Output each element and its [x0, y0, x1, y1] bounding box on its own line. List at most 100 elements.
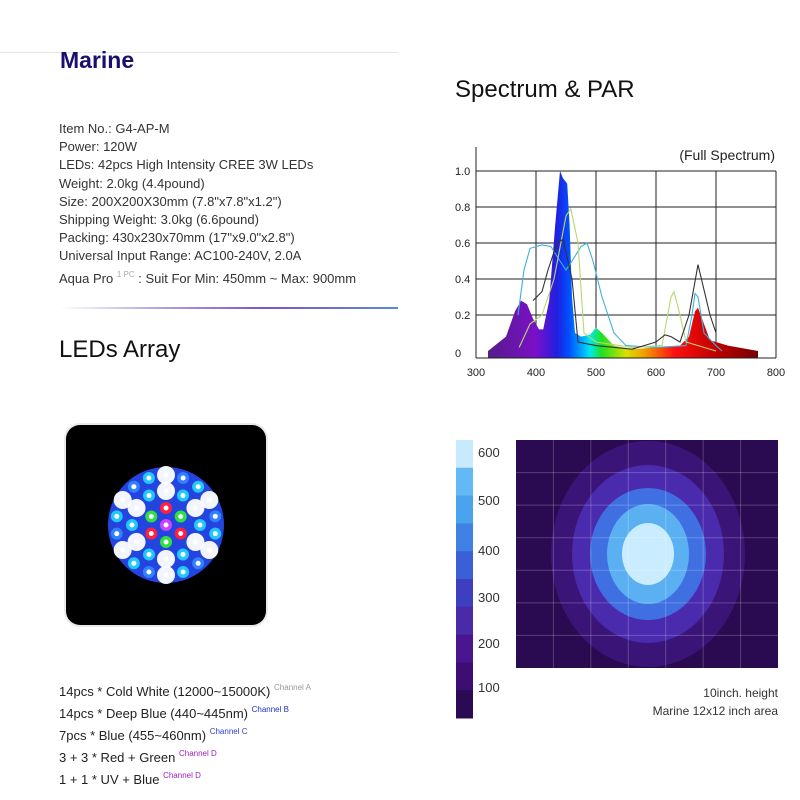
product-title: Marine [60, 47, 135, 73]
led-item-text: 14pcs * Deep Blue (440~445nm) [59, 706, 248, 721]
led-item-text: 14pcs * Cold White (12000~15000K) [59, 684, 271, 699]
series-line-light-blue [517, 242, 723, 352]
led-dot-core [163, 556, 169, 562]
led-dot-core [120, 497, 126, 503]
led-dot-core [146, 475, 152, 481]
spec-item: Size: 200X200X30mm (7.8"x7.8"x1.2") [59, 193, 282, 209]
y-tick-label: 0.2 [455, 310, 470, 322]
colorbar-band [456, 495, 473, 524]
led-dot-core [192, 505, 198, 511]
colorbar-band [456, 551, 473, 580]
colorbar-band [456, 579, 473, 608]
led-dot-core [192, 539, 198, 545]
led-dot-core [114, 531, 120, 537]
aqua-pro-label: Aqua Pro [59, 270, 114, 286]
colorbar-band [456, 467, 473, 497]
led-item: 7pcs * Blue (455~460nm) Channel C [59, 723, 311, 745]
led-dot-core [120, 547, 126, 553]
led-dot-core [134, 505, 140, 511]
spec-item-aqua-pro: Aqua Pro 1 PC : Suit For Min: 450mm ~ Ma… [59, 266, 356, 288]
leds-array-heading: LEDs Array [59, 336, 181, 363]
led-dot-core [178, 514, 184, 519]
x-tick-label: 700 [707, 367, 725, 379]
series-line-black [532, 238, 717, 350]
channel-label: Channel D [163, 771, 201, 780]
led-dot-core [146, 569, 152, 575]
led-dot-core [134, 539, 140, 545]
colorbar-tick: 100 [478, 680, 500, 695]
led-item: 14pcs * Cold White (12000~15000K) Channe… [59, 679, 311, 701]
y-tick-label: 1.0 [455, 166, 470, 178]
channel-label: Channel C [209, 727, 248, 736]
led-dot-core [197, 522, 203, 528]
spec-item: Packing: 430x230x70mm (17"x9.0"x2.8") [59, 230, 295, 246]
led-dot-core [180, 493, 186, 499]
colorbar-tick: 400 [478, 543, 500, 558]
par-contour [622, 523, 674, 585]
led-dot-core [148, 514, 154, 519]
spec-item: Weight: 2.0kg (4.4pound) [59, 175, 205, 191]
led-dot-core [206, 497, 212, 503]
x-tick-label: 800 [767, 367, 785, 379]
colorbar-band [456, 690, 473, 719]
par-caption-area: Marine 12x12 inch area [652, 704, 778, 718]
led-dot-core [180, 551, 186, 557]
led-dot-core [163, 522, 169, 528]
top-divider [0, 52, 398, 53]
led-dot-core [206, 547, 212, 553]
spec-item: LEDs: 42pcs High Intensity CREE 3W LEDs [59, 157, 314, 173]
spec-item: Shipping Weight: 3.0kg (6.6pound) [59, 212, 259, 228]
x-tick-label: 300 [467, 367, 485, 379]
y-tick-label: 0 [455, 348, 461, 360]
spec-item: Universal Input Range: AC100-240V, 2.0A [59, 248, 302, 264]
led-dot-core [212, 531, 218, 537]
y-tick-label: 0.6 [455, 238, 470, 250]
led-item-text: 7pcs * Blue (455~460nm) [59, 728, 207, 743]
led-dot-core [148, 531, 154, 536]
led-dot-core [146, 551, 152, 557]
led-dot-core [129, 522, 135, 528]
led-dot-core [180, 569, 186, 575]
led-dot-core [195, 484, 201, 490]
led-dot-core [163, 572, 169, 578]
led-item-text: 3 + 3 * Red + Green [59, 750, 176, 765]
spec-item: Item No.: G4-AP-M [59, 121, 170, 136]
aqua-pro-text: : Suit For Min: 450mm ~ Max: 900mm [138, 270, 357, 286]
colorbar-band [456, 606, 473, 636]
section-divider [60, 307, 398, 309]
led-dot-core [163, 488, 169, 494]
spec-item: Power: 120W [59, 139, 138, 155]
led-dot-core [131, 560, 137, 566]
par-caption-height: 10inch. height [703, 686, 778, 700]
series-line-yellow-green [518, 207, 717, 352]
led-item: 3 + 3 * Red + Green Channel D [59, 745, 311, 767]
led-dot-core [212, 513, 218, 519]
led-array-image [66, 425, 266, 625]
colorbar-band [456, 523, 473, 552]
led-dot-core [180, 475, 186, 481]
colorbar-band [456, 634, 473, 663]
y-tick-label: 0.8 [455, 202, 470, 214]
chart-title: (Full Spectrum) [679, 147, 775, 163]
led-array-graphic [108, 466, 224, 584]
spectrum-area [488, 171, 758, 358]
x-tick-label: 600 [647, 367, 665, 379]
colorbar-band [456, 440, 473, 469]
x-tick-label: 400 [527, 367, 545, 379]
channel-label: Channel A [274, 683, 311, 692]
colorbar-band [456, 662, 473, 691]
channel-label: Channel D [178, 749, 217, 758]
led-dot-core [195, 560, 201, 566]
led-list: 14pcs * Cold White (12000~15000K) Channe… [59, 679, 311, 789]
colorbar-tick: 300 [478, 590, 500, 605]
led-dot-core [178, 531, 184, 536]
led-dot-core [163, 539, 169, 545]
led-dot-core [163, 472, 169, 478]
led-item-text: 1 + 1 * UV + Blue [59, 772, 160, 787]
spectrum-heading: Spectrum & PAR [455, 76, 635, 103]
channel-label: Channel B [251, 705, 289, 714]
colorbar-tick: 600 [478, 445, 500, 460]
led-dot-core [131, 484, 137, 490]
